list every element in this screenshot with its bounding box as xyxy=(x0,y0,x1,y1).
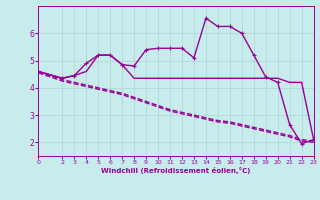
X-axis label: Windchill (Refroidissement éolien,°C): Windchill (Refroidissement éolien,°C) xyxy=(101,167,251,174)
